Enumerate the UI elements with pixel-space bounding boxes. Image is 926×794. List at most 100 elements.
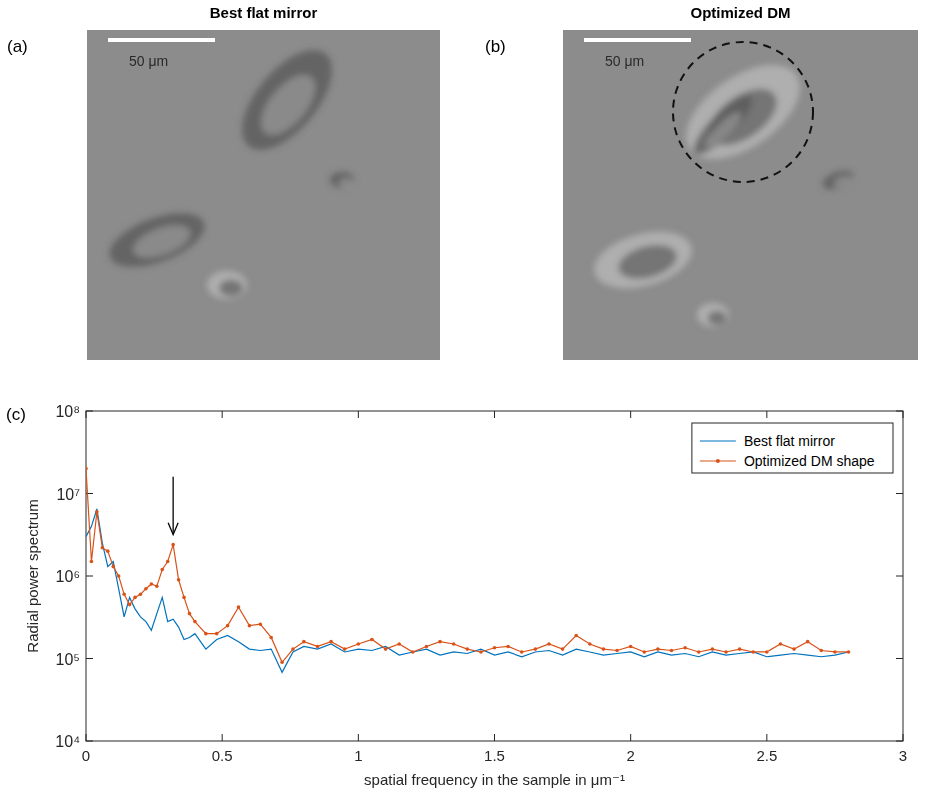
series-marker [291, 647, 295, 651]
y-tick [896, 411, 903, 412]
series-marker [833, 650, 837, 654]
cell [225, 35, 348, 165]
micrograph [87, 30, 440, 360]
series-marker [215, 632, 219, 636]
series-marker [302, 640, 306, 644]
series-marker [602, 647, 606, 651]
series-marker [86, 467, 88, 471]
series-marker [237, 605, 241, 609]
series-marker [588, 642, 592, 646]
y-tick-label: 10⁵ [56, 651, 80, 668]
series-marker [166, 560, 170, 564]
cell-shade [339, 178, 353, 188]
series-marker [95, 510, 99, 514]
series-marker [724, 650, 728, 654]
series-marker [820, 649, 824, 653]
series-marker [316, 645, 320, 649]
series-marker [465, 647, 469, 651]
cell [686, 88, 760, 162]
y-tick [896, 493, 903, 494]
series-marker [139, 593, 143, 597]
y-tick [896, 741, 903, 742]
cell [697, 303, 729, 327]
y-tick-label: 10⁸ [55, 403, 80, 420]
legend: Best flat mirror Optimized DM shape [692, 423, 893, 473]
panel-title: Optimized DM [691, 4, 791, 21]
series-marker [258, 622, 262, 626]
series-marker [547, 642, 551, 646]
series-marker [656, 647, 660, 651]
legend-marker [716, 459, 720, 463]
x-tick [630, 411, 631, 418]
panel-letter: (a) [7, 37, 28, 56]
series-marker [738, 647, 742, 651]
plot-frame [86, 411, 903, 741]
x-tick [86, 411, 87, 418]
series-marker [751, 650, 755, 654]
x-tick-label: 1 [354, 747, 362, 764]
series-marker [280, 660, 284, 664]
series-marker [506, 645, 510, 649]
x-tick [222, 734, 223, 741]
series-marker [425, 645, 429, 649]
series-marker [226, 624, 230, 628]
legend-box [692, 423, 893, 473]
series-marker [479, 650, 483, 654]
arrow-shaft [172, 477, 173, 533]
series-marker [117, 574, 121, 578]
series-marker [765, 650, 769, 654]
x-tick [494, 411, 495, 418]
series-marker [204, 632, 208, 636]
y-tick [86, 741, 93, 742]
panel-letter: (b) [485, 37, 506, 56]
x-tick-label: 0.5 [212, 747, 233, 764]
cell [588, 222, 698, 298]
x-tick-label: 0 [82, 747, 90, 764]
series-marker [806, 640, 810, 644]
y-axis-title: Radial power spectrum [24, 499, 41, 652]
cell-shade [707, 311, 726, 325]
cells [102, 35, 354, 299]
figure: Best flat mirror(a)50 μmOptimized DM(b)5… [0, 0, 926, 794]
series-marker [642, 650, 646, 654]
series-marker [155, 585, 159, 589]
x-tick [494, 734, 495, 741]
cell [102, 202, 211, 278]
scale-bar [584, 38, 691, 42]
series-marker [177, 578, 181, 582]
y-tick-label: 10⁷ [56, 486, 80, 503]
series-marker [411, 650, 415, 654]
y-tick [86, 411, 93, 412]
series-marker [615, 649, 619, 653]
series-marker [574, 634, 578, 638]
cell-shade [219, 280, 243, 297]
series-marker [90, 560, 94, 564]
series-marker [847, 650, 851, 654]
series-marker [248, 624, 252, 628]
series-marker [452, 642, 456, 646]
scale-bar-label: 50 μm [129, 53, 168, 69]
panel-title: Best flat mirror [210, 4, 318, 21]
series-marker [534, 647, 538, 651]
series-marker [438, 640, 442, 644]
x-tick-label: 2.5 [756, 747, 777, 764]
x-tick [86, 734, 87, 741]
image-panel [563, 30, 918, 360]
series-marker [150, 582, 154, 586]
series-marker [160, 568, 164, 572]
series-marker [144, 587, 148, 591]
series-marker [683, 646, 687, 650]
legend-label: Best flat mirror [744, 433, 835, 449]
series-marker [493, 646, 497, 650]
legend-swatch [700, 440, 736, 441]
chart: 00.511.522.5310⁴10⁵10⁶10⁷10⁸spatial freq… [24, 403, 907, 788]
series-marker [188, 612, 192, 616]
y-tick-label: 10⁶ [56, 568, 80, 585]
annotation-arrow [168, 477, 178, 535]
series-marker [397, 642, 401, 646]
cell [207, 271, 247, 299]
series-marker [357, 642, 361, 646]
y-tick [896, 576, 903, 577]
legend-label: Optimized DM shape [744, 453, 875, 469]
x-tick-label: 1.5 [484, 747, 505, 764]
